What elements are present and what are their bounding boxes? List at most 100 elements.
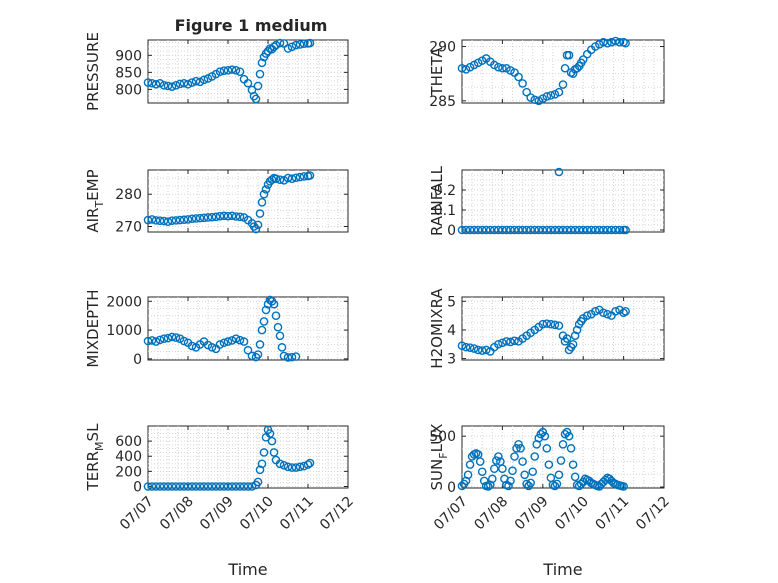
data-point bbox=[207, 212, 217, 222]
data-point bbox=[516, 444, 525, 453]
data-point bbox=[457, 341, 467, 350]
data-point bbox=[520, 470, 529, 480]
data-point bbox=[299, 172, 309, 181]
y-axis-label-tail: EMP bbox=[84, 169, 102, 200]
data-point bbox=[514, 225, 523, 235]
x-tick-label: 07/11 bbox=[277, 494, 317, 534]
data-point bbox=[163, 333, 173, 343]
data-point bbox=[219, 338, 229, 348]
data-point bbox=[275, 175, 285, 184]
series-markers bbox=[143, 425, 315, 491]
data-point bbox=[463, 470, 473, 480]
data-point bbox=[255, 340, 265, 349]
y-axis-label: H2OMIXRA bbox=[428, 288, 446, 369]
grid-lines bbox=[148, 297, 348, 360]
data-point bbox=[477, 225, 487, 235]
data-point bbox=[522, 87, 531, 97]
y-tick-label: 290 bbox=[429, 40, 456, 56]
data-point bbox=[465, 225, 475, 235]
data-point bbox=[279, 351, 289, 361]
data-point bbox=[199, 482, 209, 491]
data-point bbox=[151, 79, 161, 89]
data-point bbox=[546, 225, 556, 235]
data-point bbox=[207, 482, 217, 491]
data-point bbox=[171, 333, 181, 342]
data-point bbox=[151, 337, 161, 346]
data-point bbox=[269, 448, 279, 457]
series-markers bbox=[457, 167, 630, 235]
data-point bbox=[223, 66, 233, 75]
data-point bbox=[558, 80, 568, 89]
y-axis-label-subscript: F bbox=[437, 452, 450, 458]
y-tick-label: 285 bbox=[429, 94, 456, 110]
data-point bbox=[621, 38, 630, 48]
y-tick-label: 800 bbox=[115, 82, 142, 98]
data-point bbox=[498, 464, 507, 473]
data-point bbox=[578, 55, 588, 64]
data-point bbox=[179, 482, 189, 491]
data-point bbox=[566, 225, 576, 235]
data-point bbox=[566, 444, 576, 453]
data-point bbox=[207, 343, 217, 352]
data-point bbox=[247, 351, 257, 361]
y-axis-label: TERRMSL bbox=[84, 423, 106, 492]
data-point bbox=[481, 225, 491, 235]
x-tick-label: 07/10 bbox=[237, 494, 277, 534]
data-point bbox=[508, 466, 517, 476]
data-point bbox=[510, 225, 519, 235]
y-tick-label: 0.1 bbox=[434, 203, 456, 219]
data-point bbox=[243, 482, 253, 491]
data-point bbox=[215, 211, 225, 221]
y-axis-label: PRESSURE bbox=[84, 32, 102, 111]
data-point bbox=[457, 63, 467, 73]
data-point bbox=[295, 40, 305, 49]
data-point bbox=[143, 215, 153, 225]
data-point bbox=[554, 321, 564, 330]
data-point bbox=[305, 38, 315, 48]
data-point bbox=[538, 427, 548, 437]
data-point bbox=[487, 474, 497, 484]
data-point bbox=[203, 213, 213, 222]
data-point bbox=[265, 429, 275, 438]
series-markers bbox=[457, 305, 630, 356]
data-point bbox=[558, 439, 568, 449]
y-axis-label-subscript: M bbox=[93, 441, 106, 451]
y-tick-label: 200 bbox=[115, 464, 142, 480]
data-point bbox=[199, 213, 209, 223]
data-point bbox=[191, 76, 201, 86]
data-point bbox=[257, 325, 267, 335]
data-point bbox=[143, 336, 153, 346]
y-tick-label: 5 bbox=[447, 294, 456, 310]
data-point bbox=[305, 458, 315, 468]
data-point bbox=[235, 482, 245, 491]
data-point bbox=[187, 482, 197, 491]
data-point bbox=[171, 216, 181, 225]
data-point bbox=[510, 336, 519, 346]
data-point bbox=[526, 478, 535, 488]
data-point bbox=[542, 225, 552, 235]
data-point bbox=[599, 37, 608, 47]
data-point bbox=[457, 225, 467, 235]
data-point bbox=[498, 338, 507, 348]
data-point bbox=[275, 331, 285, 341]
y-tick-label: 0 bbox=[447, 223, 456, 239]
y-axis-label-main: PRESSURE bbox=[84, 32, 102, 111]
data-point bbox=[574, 225, 584, 235]
data-point bbox=[255, 209, 265, 218]
data-point bbox=[179, 336, 189, 346]
data-point bbox=[494, 339, 503, 349]
y-axis-label-subscript: T bbox=[93, 201, 106, 209]
data-point bbox=[479, 476, 489, 486]
data-point bbox=[498, 225, 507, 235]
data-point bbox=[159, 216, 169, 226]
data-point bbox=[219, 66, 229, 75]
series-markers bbox=[457, 36, 630, 106]
data-point bbox=[159, 80, 169, 90]
data-point bbox=[211, 482, 221, 491]
data-point bbox=[291, 173, 301, 183]
data-point bbox=[261, 185, 271, 194]
data-point bbox=[167, 82, 177, 91]
data-point bbox=[257, 197, 267, 207]
